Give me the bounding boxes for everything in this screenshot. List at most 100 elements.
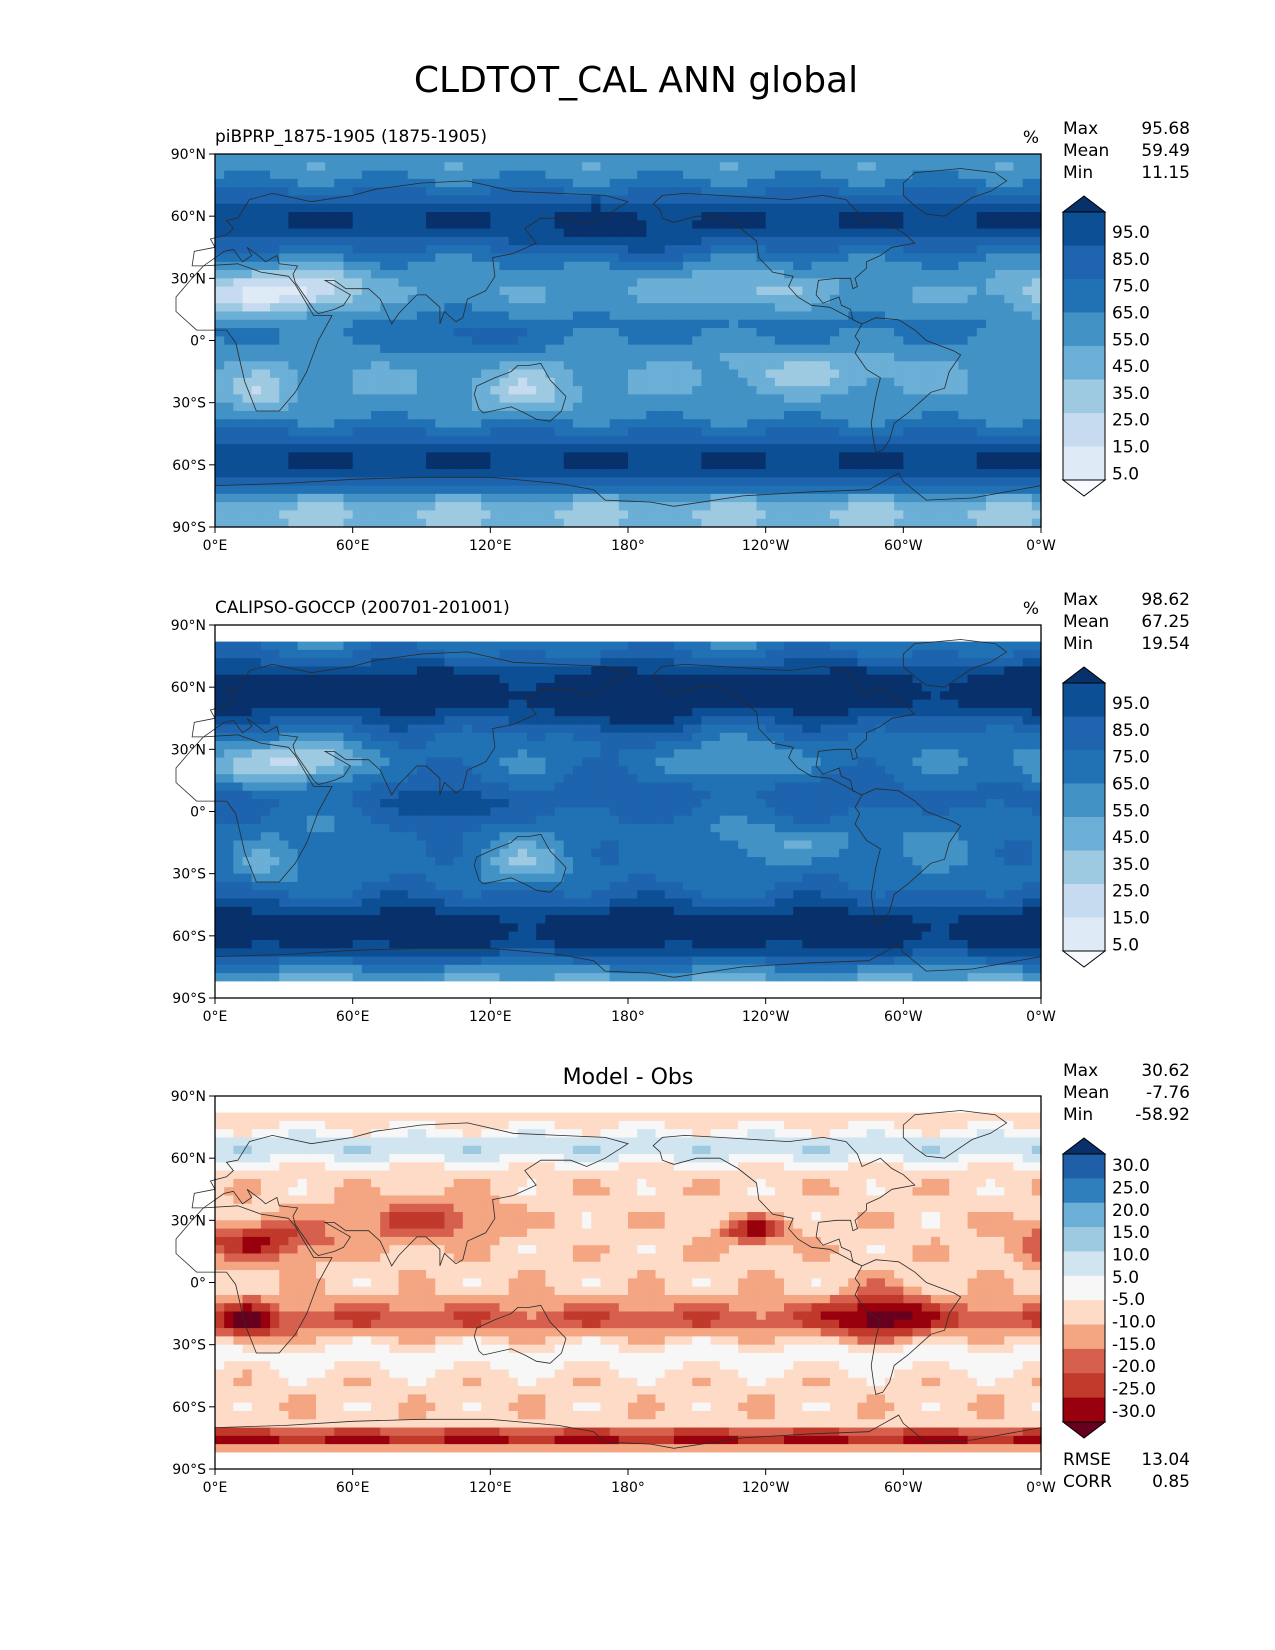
stat-label: Min — [1063, 163, 1093, 183]
x-tick-label: 60°W — [884, 538, 923, 554]
panel-title: piBPRP_1875-1905 (1875-1905) — [215, 127, 487, 147]
coastline-0 — [175, 1205, 333, 1354]
colorbar: 95.0 85.0 75.0 65.0 55.0 45.0 35.0 25.0 15.0 5.0 — [1061, 666, 1150, 968]
y-tick-label: 60°S — [172, 929, 206, 945]
coastline-0 — [175, 734, 333, 883]
colorbar-label: 65.0 — [1112, 775, 1150, 795]
stat-value: 67.25 — [1141, 612, 1190, 632]
stat-value: 95.68 — [1141, 119, 1190, 139]
stat-value: 0.85 — [1152, 1472, 1190, 1492]
colorbar-label: -30.0 — [1112, 1402, 1156, 1422]
panel-diff: Model - Obs 0°E 60°E 120°E 180° 120°W 60°W 0°W 9… — [171, 1061, 1190, 1496]
panels: piBPRP_1875-1905 (1875-1905) % 0°E 60°E 120°… — [171, 119, 1190, 1496]
coastlines — [175, 168, 1042, 528]
x-tick-label: 180° — [611, 1009, 645, 1025]
colorbar-label: 5.0 — [1112, 1268, 1139, 1288]
panel-model: piBPRP_1875-1905 (1875-1905) % 0°E 60°E 120°… — [171, 119, 1190, 554]
colorbar-label: 25.0 — [1112, 882, 1150, 902]
stat-value: -7.76 — [1146, 1083, 1190, 1103]
colorbar-label: 45.0 — [1112, 357, 1150, 377]
coastline-1 — [191, 180, 629, 325]
y-tick-label: 90°N — [171, 147, 206, 163]
stat-value: 30.62 — [1141, 1061, 1190, 1081]
stat-label: Mean — [1063, 612, 1109, 632]
coastline-6 — [214, 472, 1042, 528]
stat-label: Max — [1063, 1061, 1098, 1081]
map-obs — [215, 625, 1042, 999]
y-tick-label: 90°S — [172, 520, 206, 536]
y-tick-label: 90°S — [172, 1462, 206, 1478]
y-tick-label: 60°N — [171, 680, 206, 696]
y-tick-label: 60°N — [171, 1151, 206, 1167]
y-tick-label: 30°S — [172, 396, 206, 412]
colorbar-label: 30.0 — [1112, 1156, 1150, 1176]
x-tick-label: 0°W — [1026, 1480, 1056, 1496]
colorbar-label: 55.0 — [1112, 801, 1150, 821]
colorbar-label: 75.0 — [1112, 277, 1150, 297]
panel-title: CALIPSO-GOCCP (200701-201001) — [215, 598, 510, 618]
colorbar-label: -5.0 — [1112, 1290, 1145, 1310]
x-tick-label: 60°E — [336, 1009, 370, 1025]
y-tick-label: 0° — [190, 334, 206, 350]
x-tick-label: 120°E — [469, 538, 512, 554]
y-tick-label: 90°N — [171, 1089, 206, 1105]
colorbar: 30.0 25.020.015.0 10.05.0-5.0 -10.0-15.0-20… — [1061, 1137, 1156, 1439]
x-tick-label: 120°W — [742, 1480, 790, 1496]
y-tick-label: 30°N — [171, 1213, 206, 1229]
coastline-5 — [902, 639, 1008, 688]
x-tick-label: 180° — [611, 1480, 645, 1496]
x-tick-label: 0°E — [203, 1009, 228, 1025]
stat-value: 19.54 — [1141, 634, 1190, 654]
colorbar-label: -20.0 — [1112, 1357, 1156, 1377]
colorbar-label: 25.0 — [1112, 411, 1150, 431]
stat-value: -58.92 — [1135, 1105, 1190, 1125]
x-tick-label: 60°W — [884, 1009, 923, 1025]
coastline-4 — [854, 317, 962, 453]
stat-label: RMSE — [1063, 1450, 1111, 1470]
coastline-2 — [473, 362, 567, 422]
colorbar-label: 55.0 — [1112, 330, 1150, 350]
colorbar: 95.0 85.0 75.0 65.0 55.0 45.0 35.0 25.0 15.0 5.0 — [1061, 195, 1150, 497]
stat-label: CORR — [1063, 1472, 1112, 1492]
coastline-1 — [191, 651, 629, 796]
y-tick-label: 30°N — [171, 742, 206, 758]
stat-label: Max — [1063, 119, 1098, 139]
colorbar-label: 10.0 — [1112, 1246, 1150, 1266]
y-tick-label: 60°S — [172, 1400, 206, 1416]
x-tick-label: 120°W — [742, 538, 790, 554]
colorbar-label: 5.0 — [1112, 464, 1139, 484]
y-tick-label: 30°N — [171, 271, 206, 287]
stat-value: 98.62 — [1141, 590, 1190, 610]
stat-label: Min — [1063, 1105, 1093, 1125]
colorbar-label: 75.0 — [1112, 748, 1150, 768]
map-diff — [215, 1096, 1042, 1470]
x-tick-label: 180° — [611, 538, 645, 554]
map-model — [215, 154, 1042, 528]
panel-obs: CALIPSO-GOCCP (200701-201001) % 0°E 60°E 120… — [171, 590, 1190, 1025]
colorbar-label: 95.0 — [1112, 694, 1150, 714]
coastline-2 — [473, 833, 567, 893]
coastline-3 — [652, 1134, 916, 1267]
stat-value: 59.49 — [1141, 141, 1190, 161]
coastline-4 — [854, 1259, 962, 1395]
colorbar-label: 95.0 — [1112, 223, 1150, 243]
stat-label: Mean — [1063, 141, 1109, 161]
colorbar-label: -25.0 — [1112, 1380, 1156, 1400]
coastline-6 — [214, 1414, 1042, 1470]
x-tick-label: 0°E — [203, 1480, 228, 1496]
x-tick-label: 120°W — [742, 1009, 790, 1025]
coastline-5 — [902, 1110, 1008, 1159]
y-tick-label: 60°N — [171, 209, 206, 225]
coastline-1 — [191, 1122, 629, 1267]
colorbar-label: 25.0 — [1112, 1179, 1150, 1199]
y-tick-label: 0° — [190, 1276, 206, 1292]
coastline-4 — [854, 788, 962, 924]
colorbar-label: 15.0 — [1112, 438, 1150, 458]
figure-title: CLDTOT_CAL ANN global — [414, 60, 858, 101]
coastline-0 — [175, 263, 333, 412]
stat-value: 11.15 — [1141, 163, 1190, 183]
stat-label: Mean — [1063, 1083, 1109, 1103]
units-label: % — [1023, 599, 1039, 619]
panel-title: Model - Obs — [563, 1065, 694, 1090]
